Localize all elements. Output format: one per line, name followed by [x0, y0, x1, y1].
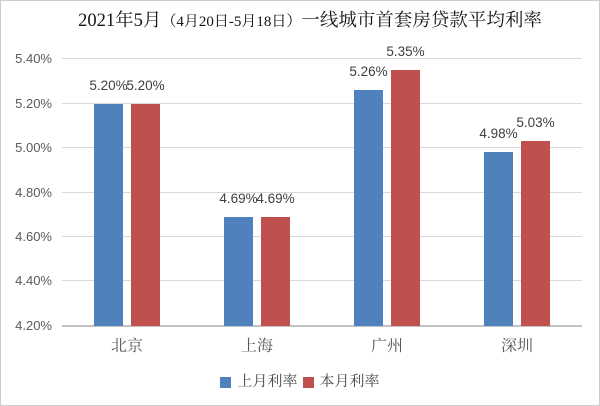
value-label-本月利率-北京: 5.20%	[126, 77, 165, 93]
gridline	[62, 147, 582, 148]
chart-title: 2021年5月（4月20日-5月18日）一线城市首套房贷款平均利率	[1, 10, 599, 34]
y-tick-label: 4.80%	[15, 185, 52, 200]
gridline	[62, 236, 582, 237]
legend-swatch-本月利率	[302, 376, 314, 388]
value-label-上月利率-深圳: 4.98%	[479, 126, 518, 142]
y-tick-label: 4.20%	[15, 318, 52, 333]
bar-上月利率-上海	[224, 217, 253, 326]
bar-上月利率-北京	[94, 103, 123, 326]
value-label-本月利率-上海: 4.69%	[256, 191, 295, 206]
legend-label-上月利率: 上月利率	[237, 374, 298, 390]
bar-上月利率-广州	[354, 90, 383, 326]
gridline	[62, 58, 582, 59]
gridline	[62, 280, 582, 281]
y-tick-label: 4.60%	[15, 229, 52, 244]
bar-本月利率-深圳	[521, 141, 550, 326]
x-tick-label-广州: 广州	[370, 338, 403, 355]
x-tick-label-上海: 上海	[240, 338, 273, 355]
y-tick-label: 5.40%	[15, 51, 52, 66]
legend-swatch-上月利率	[220, 376, 232, 388]
x-axis-line	[62, 325, 582, 327]
legend-item-本月利率: 本月利率	[302, 373, 380, 391]
value-label-上月利率-广州: 5.26%	[349, 64, 388, 80]
x-tick-label-北京: 北京	[110, 338, 143, 355]
value-label-本月利率-深圳: 5.03%	[516, 115, 555, 131]
bar-本月利率-上海	[261, 217, 290, 326]
y-tick-label: 4.40%	[15, 273, 52, 288]
bar-本月利率-广州	[391, 70, 420, 326]
y-tick-label: 5.20%	[15, 96, 52, 111]
bar-上月利率-深圳	[484, 152, 513, 326]
value-label-上月利率-上海: 4.69%	[219, 191, 258, 206]
bar-本月利率-北京	[131, 103, 160, 326]
chart-title-daterange: （4月20日-5月18日）	[161, 14, 302, 30]
chart-title-suffix: 一线城市首套房贷款平均利率	[301, 11, 542, 31]
legend-label-本月利率: 本月利率	[319, 374, 380, 390]
x-tick-label-深圳: 深圳	[500, 338, 533, 355]
value-label-本月利率-广州: 5.35%	[386, 44, 425, 60]
gridline	[62, 103, 582, 104]
value-label-上月利率-北京: 5.20%	[89, 77, 128, 93]
legend-item-上月利率: 上月利率	[220, 373, 298, 391]
legend: 上月利率 本月利率	[1, 373, 599, 391]
y-tick-label: 5.00%	[15, 140, 52, 155]
chart-title-prefix: 2021年5月	[78, 11, 162, 31]
gridline	[62, 192, 582, 193]
